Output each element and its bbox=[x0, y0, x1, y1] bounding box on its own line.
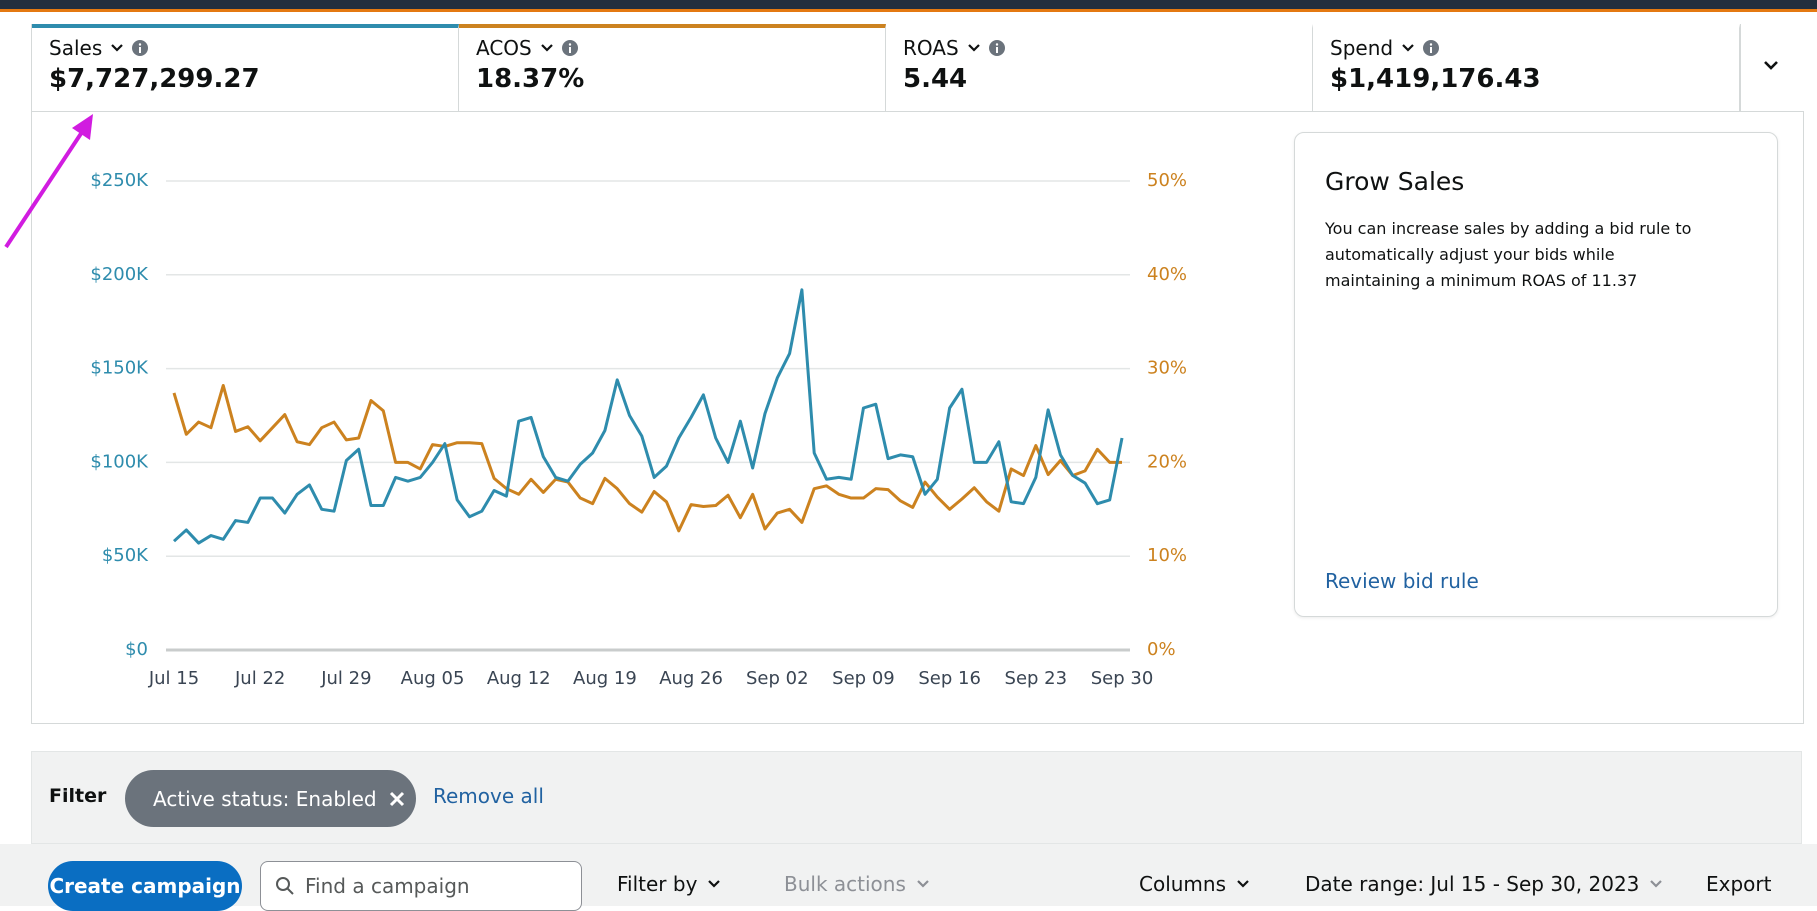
metric-tiles: Sales $7,727,299.27 ACOS 18.37% ROAS 5.4… bbox=[31, 24, 1741, 112]
top-bar bbox=[0, 0, 1817, 12]
y-tick-label: $100K bbox=[90, 451, 149, 472]
x-tick-label: Jul 29 bbox=[320, 668, 371, 689]
search-placeholder: Find a campaign bbox=[305, 874, 470, 898]
info-icon[interactable] bbox=[132, 40, 149, 56]
chevron bbox=[540, 44, 553, 52]
y2-tick-label: 30% bbox=[1147, 358, 1187, 379]
y-tick-label: $50K bbox=[102, 545, 149, 566]
metric-label: Sales bbox=[49, 36, 103, 60]
series-line bbox=[172, 288, 1124, 545]
toolbar: Create campaign Find a campaign Filter b… bbox=[0, 844, 1817, 911]
create-button[interactable]: Create campaign bbox=[48, 861, 242, 911]
metric-tile[interactable]: Sales $7,727,299.27 bbox=[32, 24, 459, 111]
export[interactable]: Export bbox=[1706, 872, 1771, 896]
tool-label: Bulk actions bbox=[784, 872, 906, 896]
x-tick-label: Sep 30 bbox=[1091, 668, 1154, 689]
y2-tick-label: 10% bbox=[1147, 545, 1187, 566]
x-tick-label: Aug 19 bbox=[573, 668, 637, 689]
x-tick-label: Sep 09 bbox=[832, 668, 895, 689]
chevron bbox=[1402, 44, 1414, 52]
chip-text: Active status: Enabled bbox=[153, 786, 377, 811]
columns[interactable]: Columns bbox=[1139, 872, 1250, 896]
tool-label: Filter by bbox=[617, 872, 698, 896]
info-icon[interactable] bbox=[1423, 40, 1440, 56]
tool-label: Export bbox=[1706, 872, 1772, 896]
chevron bbox=[111, 44, 124, 52]
metric-value: 18.37% bbox=[476, 64, 585, 94]
y2-tick-label: 50% bbox=[1147, 170, 1187, 191]
chevron bbox=[1764, 61, 1778, 70]
metric-tile[interactable]: ROAS 5.44 bbox=[886, 24, 1313, 111]
annotation-arrow bbox=[4, 114, 93, 249]
chevron bbox=[967, 44, 980, 52]
y-tick-label: $0 bbox=[125, 639, 148, 660]
y2-tick-label: 40% bbox=[1147, 264, 1187, 285]
x-tick-label: Jul 15 bbox=[148, 668, 199, 689]
search-icon bbox=[276, 877, 294, 895]
recommendation-card: Grow Sales You can increase sales by add… bbox=[1294, 132, 1778, 617]
chevron bbox=[1237, 880, 1249, 888]
date-range[interactable]: Date range: Jul 15 - Sep 30, 2023 bbox=[1305, 872, 1663, 896]
series-line bbox=[172, 383, 1122, 533]
x-tick-label: Aug 26 bbox=[659, 668, 723, 689]
close-icon[interactable] bbox=[389, 791, 405, 807]
info-icon[interactable] bbox=[561, 40, 578, 56]
metric-value: 5.44 bbox=[903, 64, 968, 94]
metric-value: $1,419,176.43 bbox=[1330, 64, 1541, 94]
chevron bbox=[708, 880, 721, 888]
search-box[interactable]: Find a campaign bbox=[260, 861, 582, 911]
x-tick-label: Sep 23 bbox=[1005, 668, 1068, 689]
tool-label: Columns bbox=[1139, 872, 1227, 896]
filter-label: Filter bbox=[49, 785, 107, 807]
filter-bar: Filter Active status: Enabled Remove all bbox=[31, 751, 1802, 844]
x-tick-label: Sep 16 bbox=[918, 668, 981, 689]
y-tick-label: $150K bbox=[90, 358, 149, 379]
metric-label: Spend bbox=[1330, 36, 1394, 60]
y2-tick-label: 0% bbox=[1147, 639, 1176, 660]
y-tick-label: $200K bbox=[90, 264, 149, 285]
metric-value: $7,727,299.27 bbox=[49, 64, 260, 94]
card-title: Grow Sales bbox=[1325, 167, 1465, 196]
y-tick-label: $250K bbox=[90, 170, 149, 191]
tool-label: Date range: Jul 15 - Sep 30, 2023 bbox=[1305, 872, 1640, 896]
x-tick-label: Jul 22 bbox=[234, 668, 285, 689]
filter-chip[interactable]: Active status: Enabled bbox=[125, 770, 416, 827]
metric-tile[interactable]: Spend $1,419,176.43 bbox=[1313, 24, 1740, 111]
chevron bbox=[1650, 880, 1663, 888]
y2-tick-label: 20% bbox=[1147, 451, 1187, 472]
chart-panel bbox=[31, 111, 1804, 724]
bulk-actions[interactable]: Bulk actions bbox=[784, 872, 930, 896]
info-icon[interactable] bbox=[988, 40, 1005, 56]
x-tick-label: Sep 02 bbox=[746, 668, 809, 689]
x-tick-label: Aug 05 bbox=[401, 668, 465, 689]
expand-metrics[interactable] bbox=[1739, 24, 1803, 112]
card-text: You can increase sales by adding a bid r… bbox=[1325, 219, 1692, 290]
x-tick-label: Aug 12 bbox=[487, 668, 551, 689]
review-link[interactable]: Review bid rule bbox=[1325, 569, 1479, 593]
chart: $0 $50K $100K $150K $200K $250K 0% 10% 20% 30% 40%… bbox=[90, 170, 1187, 689]
metric-label: ACOS bbox=[476, 36, 532, 60]
filter-by[interactable]: Filter by bbox=[617, 872, 721, 896]
remove-all[interactable]: Remove all bbox=[433, 784, 544, 808]
metric-label: ROAS bbox=[903, 36, 959, 60]
chevron bbox=[917, 880, 929, 888]
metric-tile[interactable]: ACOS 18.37% bbox=[459, 24, 886, 111]
